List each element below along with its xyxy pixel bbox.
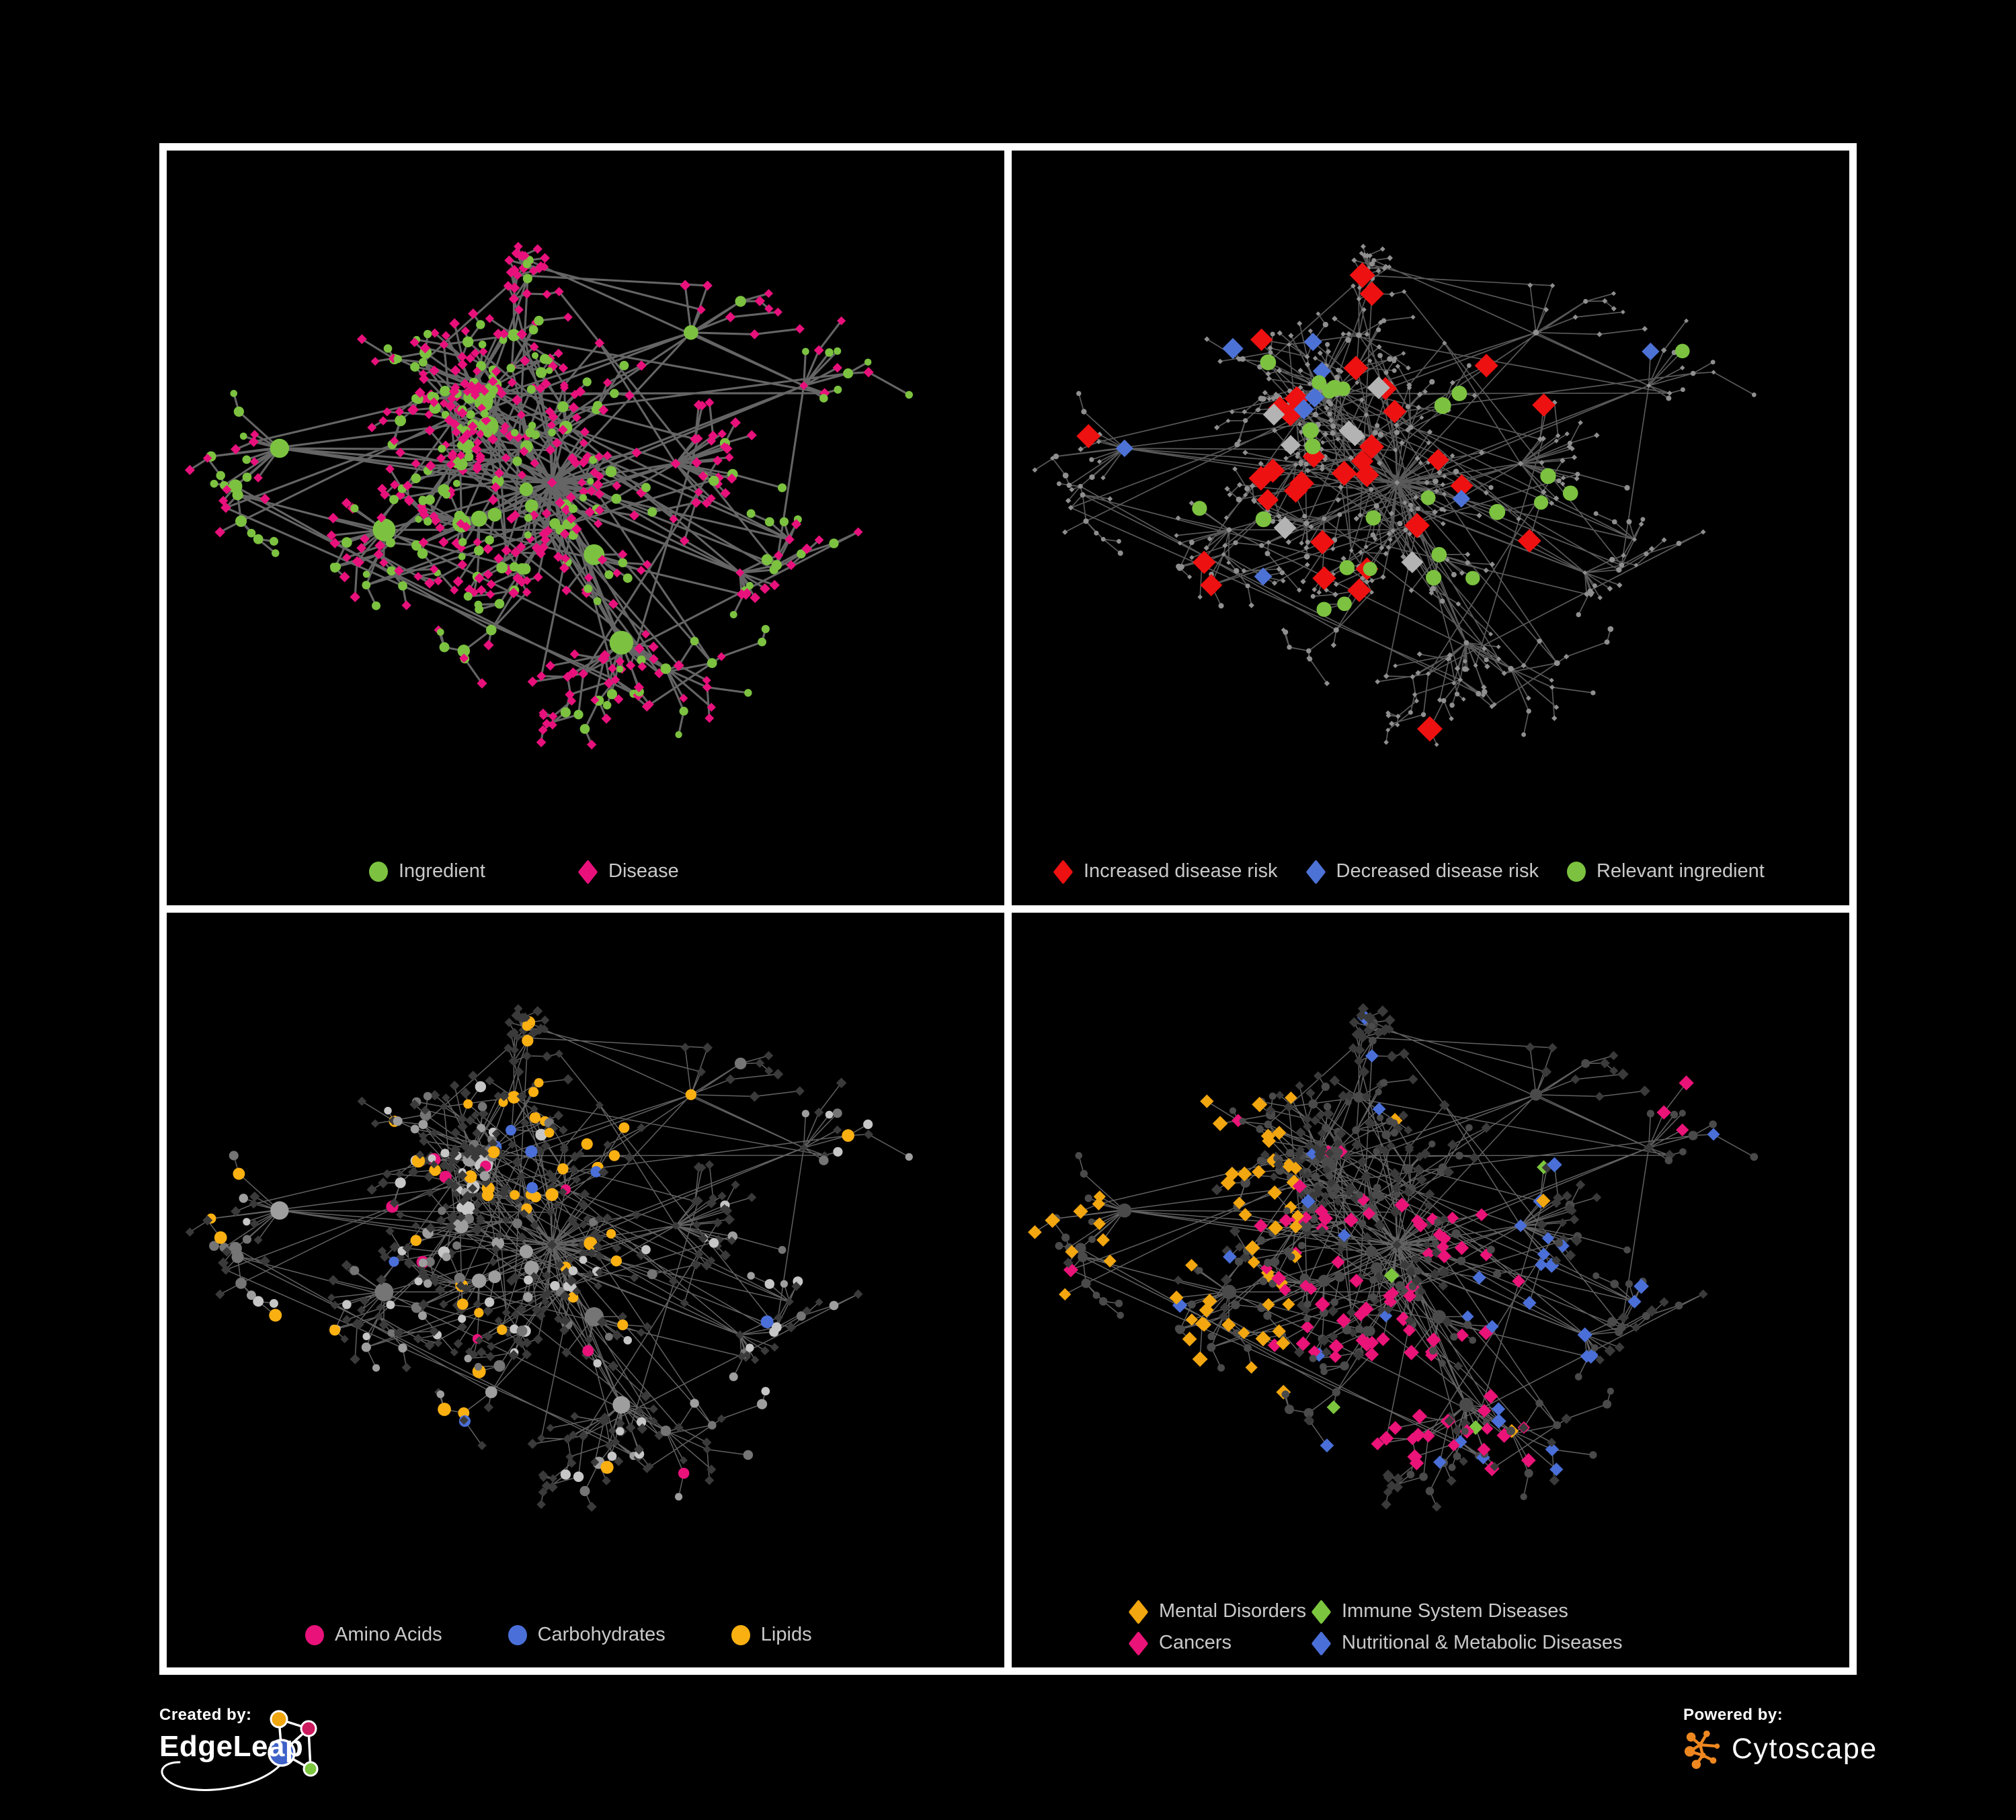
panel-disease-risk-network: Increased disease risk Decreased disease … (1012, 151, 1849, 905)
ingredient-disease-legend: Ingredient Disease (369, 859, 679, 884)
legend-item-ingredient: Ingredient (369, 860, 485, 882)
created-by-label: Created by: (159, 1706, 252, 1724)
diamond-swatch-icon (1311, 1630, 1332, 1656)
cytoscape-logo-icon (1684, 1730, 1720, 1770)
legend-label: Increased disease risk (1084, 860, 1278, 882)
ingredient-disease-network-canvas (184, 241, 914, 750)
macronutrient-legend: Amino Acids Carbohydrates Lipids (305, 1624, 812, 1646)
legend-item-decreased-disease-risk: Decreased disease risk (1305, 859, 1539, 884)
circle-swatch-icon (1566, 862, 1586, 882)
network-grid: Ingredient Disease Increased disease risk… (159, 143, 1857, 1675)
legend-item-relevant-ingredient: Relevant ingredient (1566, 860, 1765, 882)
disease-risk-legend: Increased disease risk Decreased disease … (1053, 859, 1765, 884)
circle-swatch-icon (369, 862, 388, 882)
diamond-swatch-icon (1311, 1599, 1332, 1624)
panel-ingredient-disease-network: Ingredient Disease (167, 151, 1004, 905)
diamond-swatch-icon (1305, 859, 1326, 884)
legend-label: Immune System Diseases (1342, 1600, 1568, 1622)
footer: Created by: EdgeLeap Powered by: (0, 1675, 2016, 1819)
cytoscape-credit: Powered by: (1683, 1706, 1966, 1820)
legend-label: Carbohydrates (537, 1624, 666, 1646)
macronutrient-network-canvas (185, 1004, 913, 1512)
circle-swatch-icon (731, 1625, 750, 1646)
cytoscape-logo-text: Cytoscape (1732, 1732, 1878, 1765)
legend-label: Relevant ingredient (1596, 860, 1765, 882)
panel-disease-class-network: Mental Disorders Immune System Diseases Ca… (1012, 913, 1849, 1667)
diamond-swatch-icon (1128, 1599, 1149, 1624)
legend-label: Lipids (760, 1624, 812, 1646)
circle-swatch-icon (305, 1625, 324, 1646)
legend-item-nutritional-metabolic-diseases: Nutritional & Metabolic Diseases (1311, 1630, 1623, 1656)
disease-class-legend: Mental Disorders Immune System Diseases Ca… (1128, 1599, 1623, 1656)
legend-label: Mental Disorders (1159, 1600, 1307, 1622)
edgeleap-logo-icon (161, 1710, 319, 1791)
disease-class-network-canvas (1028, 1003, 1759, 1512)
legend-label: Amino Acids (335, 1624, 442, 1646)
legend-label: Nutritional & Metabolic Diseases (1342, 1632, 1623, 1654)
legend-label: Disease (608, 860, 679, 882)
legend-item-amino-acids: Amino Acids (305, 1624, 442, 1646)
legend-item-increased-disease-risk: Increased disease risk (1053, 859, 1278, 884)
diamond-swatch-icon (577, 859, 598, 884)
edgeleap-logo-text: EdgeLeap (159, 1730, 304, 1763)
legend-item-lipids: Lipids (731, 1624, 812, 1646)
circle-swatch-icon (508, 1625, 527, 1646)
powered-by-label: Powered by: (1683, 1706, 1783, 1724)
legend-item-carbohydrates: Carbohydrates (508, 1624, 666, 1646)
diamond-swatch-icon (1128, 1630, 1149, 1656)
legend-label: Decreased disease risk (1336, 860, 1539, 882)
legend-label: Ingredient (399, 860, 485, 882)
diamond-swatch-icon (1053, 859, 1074, 884)
panel-macronutrient-network: Amino Acids Carbohydrates Lipids (167, 913, 1004, 1667)
legend-item-immune-system-diseases: Immune System Diseases (1311, 1599, 1622, 1624)
legend-label: Cancers (1159, 1632, 1232, 1654)
legend-item-mental-disorders: Mental Disorders (1128, 1599, 1312, 1624)
legend-item-disease: Disease (577, 859, 679, 884)
disease-risk-network-canvas (1032, 243, 1757, 747)
legend-item-cancers: Cancers (1128, 1630, 1312, 1656)
edgeleap-credit: Created by: EdgeLeap (159, 1706, 509, 1820)
